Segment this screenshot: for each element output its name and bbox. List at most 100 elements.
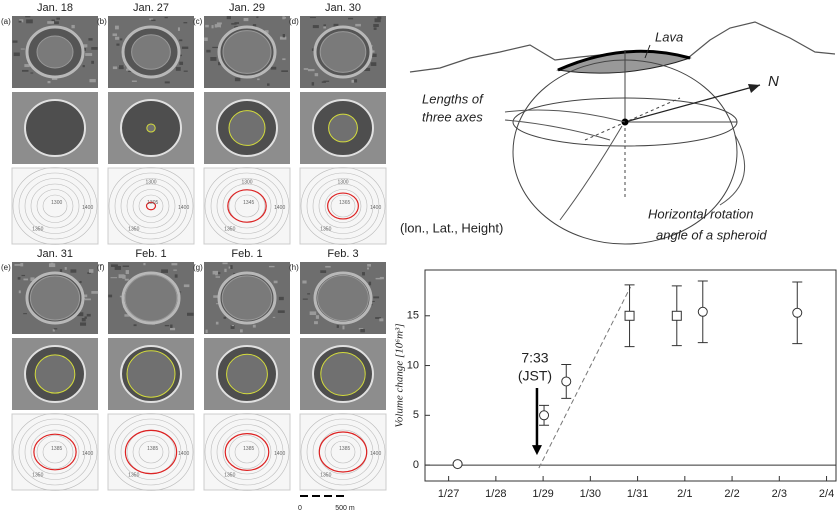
speckle [80, 281, 82, 283]
contour-label: 1385 [147, 446, 158, 452]
speckle [230, 265, 232, 269]
x-tick-label: 2/3 [772, 488, 787, 500]
scale-end: 500 m [335, 505, 355, 512]
x-tick-label: 1/29 [532, 488, 553, 500]
speckle [320, 270, 326, 273]
speckle [206, 50, 210, 53]
contour-label: 1400 [274, 205, 285, 211]
speckle [170, 328, 175, 330]
speckle [176, 67, 181, 71]
speckle [91, 61, 94, 64]
annotation-text: 7:33 [521, 350, 548, 366]
speckle [19, 290, 21, 293]
speckle [224, 269, 226, 272]
speckle [65, 267, 67, 270]
speckle [122, 275, 125, 279]
speckle [113, 33, 117, 36]
marker-circle [540, 411, 549, 420]
speckle [304, 68, 308, 70]
speckle [119, 65, 124, 69]
speckle [224, 317, 227, 319]
spheroid-diagram: Lava N Lengths of three axes (lon., Lat.… [400, 22, 835, 244]
speckle [18, 277, 21, 280]
speckle [151, 20, 155, 21]
speckle [315, 73, 318, 76]
speckle [362, 272, 365, 275]
panel-date: Jan. 29 [229, 2, 265, 14]
axes-label: Lengths of [422, 91, 484, 106]
speckle [322, 81, 326, 83]
lava-label: Lava [655, 29, 683, 44]
speckle [314, 321, 318, 324]
crater-floor [37, 36, 73, 68]
leader [505, 120, 610, 140]
contour-label: 1365 [339, 200, 350, 206]
speckle [374, 27, 377, 30]
speckle [47, 21, 54, 24]
speckle [380, 277, 384, 279]
speckle [212, 25, 214, 28]
speckle [348, 18, 353, 19]
arrow-head [532, 445, 542, 455]
contour-label: 1400 [82, 205, 93, 211]
rotation-label: Horizontal rotation [648, 206, 754, 221]
speckle [210, 57, 216, 61]
speckle [308, 69, 315, 71]
crater-floor [125, 275, 177, 321]
x-tick-label: 2/1 [677, 488, 692, 500]
lava-outline [227, 354, 268, 393]
speckle [125, 279, 129, 281]
speckle [83, 65, 85, 67]
panel-date: Jan. 18 [37, 2, 73, 14]
marker-circle [562, 377, 571, 386]
speckle [351, 80, 353, 83]
speckle [115, 266, 121, 270]
speckle [21, 49, 25, 50]
contour-label: 1350 [320, 227, 331, 233]
speckle [175, 274, 178, 277]
speckle [183, 22, 187, 23]
contour-label: 1350 [128, 227, 139, 233]
speckle [227, 16, 231, 19]
speckle [143, 263, 145, 265]
crater [25, 100, 85, 156]
speckle [269, 266, 275, 267]
panel-label: (h) [289, 263, 299, 272]
speckle [379, 318, 383, 321]
contour-label: 1400 [178, 451, 189, 457]
speckle [231, 23, 236, 25]
crater-floor [223, 31, 271, 74]
speckle [70, 269, 76, 272]
speckle [89, 79, 95, 82]
contour-label: 1300 [145, 180, 156, 186]
speckle [91, 291, 98, 294]
speckle [373, 24, 379, 27]
speckle [232, 325, 234, 326]
rotation-label: angle of a spheroid [656, 227, 767, 242]
speckle [216, 322, 219, 325]
speckle [283, 34, 285, 37]
marker-circle [453, 460, 462, 469]
speckle [23, 279, 28, 281]
contour-label: 1305 [147, 200, 158, 206]
y-axis-label: Volume change [10⁶m³] [394, 323, 406, 427]
speckle [235, 78, 240, 82]
x-tick-label: 1/31 [627, 488, 648, 500]
speckle [271, 67, 276, 70]
speckle [206, 330, 208, 333]
contour-label: 1350 [224, 227, 235, 233]
speckle [303, 299, 308, 300]
plot-frame [425, 270, 836, 481]
arrow-head [748, 84, 760, 93]
figure: Jan. 18(a)130014001350Jan. 27(b)13001305… [0, 0, 838, 514]
x-tick-label: 1/27 [438, 488, 459, 500]
speckle [179, 39, 182, 41]
speckle [48, 81, 51, 83]
speckle [187, 313, 194, 316]
speckle [87, 314, 91, 317]
speckle [371, 62, 377, 66]
marker-square [625, 311, 634, 320]
crater-floor [222, 276, 272, 320]
